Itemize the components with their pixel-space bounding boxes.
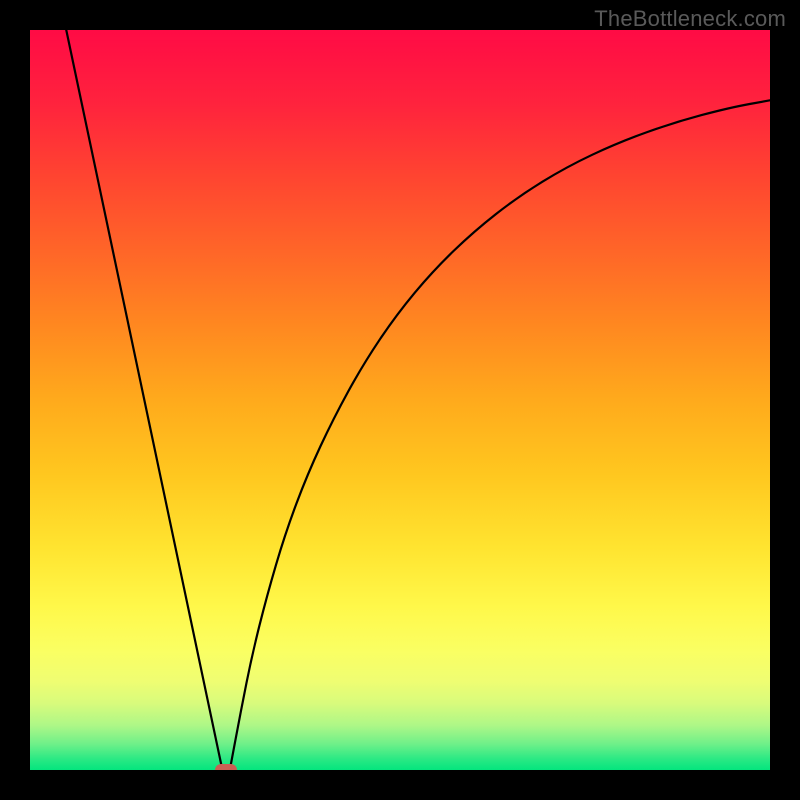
watermark-text: TheBottleneck.com [594, 6, 786, 32]
bottleneck-curve [30, 30, 770, 770]
chart-frame: TheBottleneck.com [0, 0, 800, 800]
plot-area [30, 30, 770, 770]
optimum-marker [215, 764, 237, 770]
